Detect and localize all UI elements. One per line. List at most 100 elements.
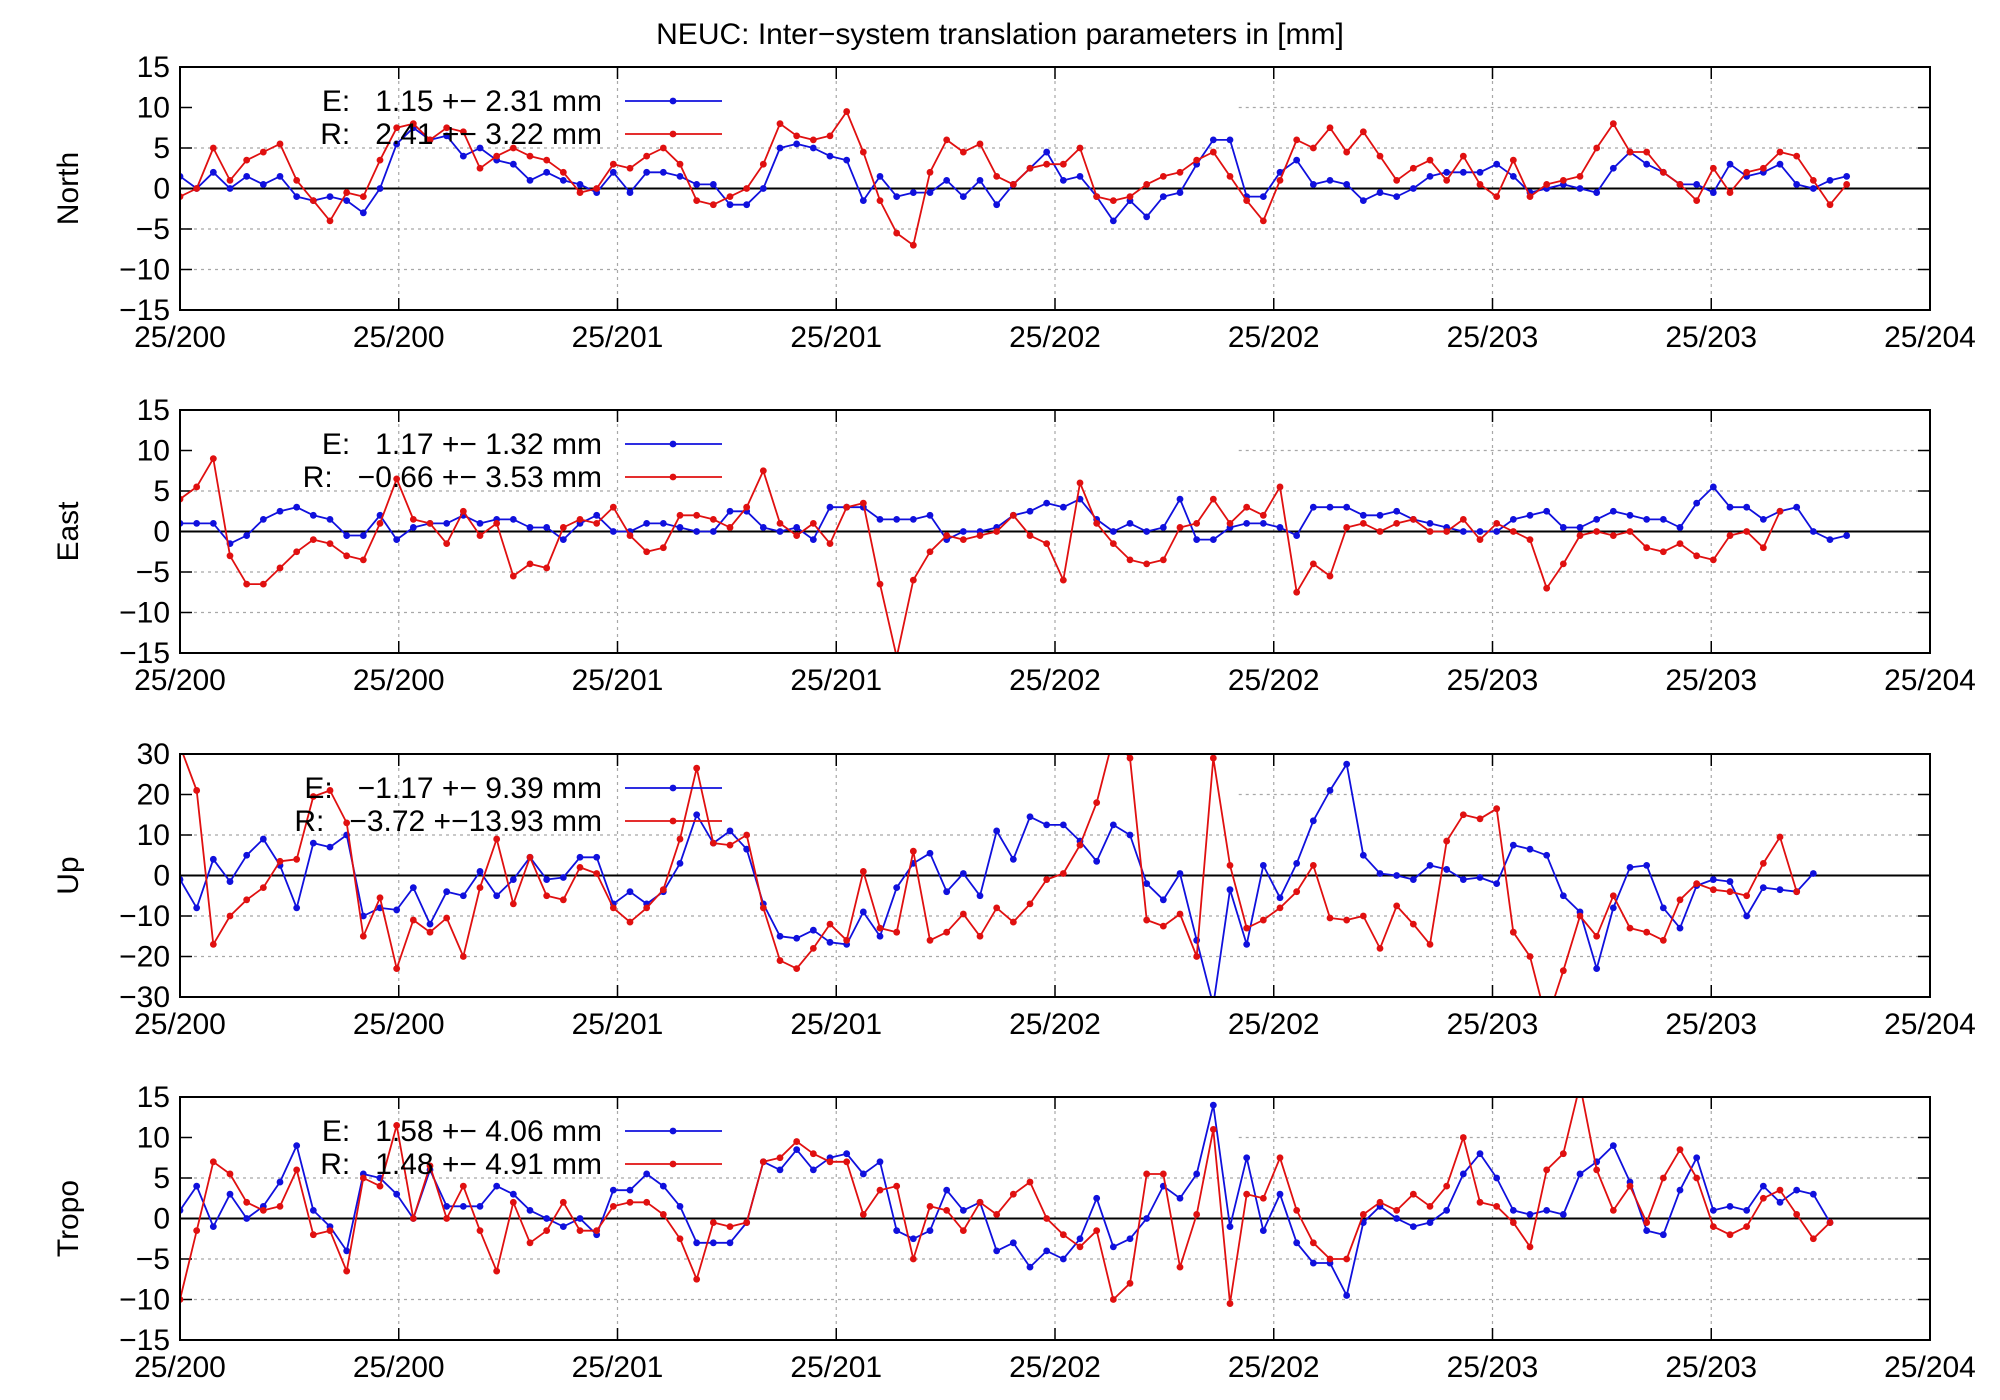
series-line-E <box>180 1104 1831 1297</box>
data-point-E <box>1793 503 1801 511</box>
data-point-E <box>859 1170 867 1178</box>
data-point-E <box>1576 1170 1584 1178</box>
data-point-R <box>726 524 734 531</box>
data-point-E <box>1109 821 1117 829</box>
data-point-R <box>1059 160 1067 168</box>
data-point-E <box>1126 831 1134 839</box>
plot-frame <box>179 66 1931 311</box>
data-point-E <box>193 904 201 912</box>
data-point-R <box>1026 164 1034 172</box>
data-point-E <box>543 1215 551 1222</box>
data-point-R <box>1409 164 1417 172</box>
data-point-R <box>859 148 867 156</box>
y-tick-label: 15 <box>137 394 170 427</box>
data-point-E <box>1459 876 1467 883</box>
data-point-E <box>326 515 334 523</box>
y-tick-label: −5 <box>136 1243 170 1276</box>
data-point-E <box>1276 524 1284 531</box>
data-point-E <box>1393 507 1401 515</box>
data-point-E <box>1243 1154 1251 1162</box>
data-point-R <box>293 177 301 184</box>
data-point-E <box>1593 515 1601 523</box>
data-point-R <box>1559 177 1567 184</box>
data-point-R <box>793 1138 801 1145</box>
data-point-R <box>393 1121 401 1129</box>
data-point-R <box>609 1202 617 1210</box>
data-point-E <box>609 1186 617 1194</box>
x-tick-label: 25/201 <box>790 664 882 697</box>
data-point-R <box>309 536 317 543</box>
data-point-R <box>826 1158 834 1166</box>
y-tick-label: −10 <box>119 597 170 630</box>
data-point-R <box>1343 916 1351 924</box>
data-point-R <box>643 152 651 160</box>
x-tick-label: 25/201 <box>572 1008 664 1041</box>
data-point-R <box>1659 1174 1667 1182</box>
plot-frame <box>179 409 1931 654</box>
data-point-R <box>243 896 251 904</box>
data-point-E <box>876 172 884 180</box>
data-point-R <box>1609 892 1617 900</box>
data-point-R <box>626 532 634 539</box>
data-point-R <box>1726 1231 1734 1239</box>
data-point-R <box>1543 1018 1550 1025</box>
data-point-R <box>743 1219 751 1226</box>
data-point-E <box>926 511 934 519</box>
data-point-E <box>1043 821 1051 829</box>
data-point-R <box>1676 896 1684 904</box>
data-point-E <box>443 888 451 896</box>
data-point-R <box>1076 841 1084 849</box>
x-tick-label: 25/203 <box>1447 1351 1539 1384</box>
data-point-R <box>676 835 684 843</box>
data-point-R <box>926 168 934 176</box>
data-point-E <box>476 1202 484 1210</box>
data-point-R <box>443 124 451 132</box>
data-point-R <box>193 185 201 192</box>
data-point-R <box>1509 156 1517 164</box>
data-point-E <box>559 874 567 881</box>
data-point-E <box>926 1227 934 1235</box>
y-tick-label: −15 <box>119 294 170 327</box>
data-point-E <box>526 177 534 184</box>
data-point-R <box>809 136 817 144</box>
data-point-R <box>393 124 401 132</box>
data-point-R <box>1626 528 1634 535</box>
data-point-E <box>543 524 551 531</box>
data-point-R <box>1276 483 1284 491</box>
data-point-E <box>1343 503 1351 511</box>
data-point-E <box>776 528 784 535</box>
data-point-E <box>1693 1154 1701 1162</box>
y-axis-label: East <box>52 501 85 562</box>
data-point-R <box>926 548 934 556</box>
data-point-E <box>876 1158 884 1166</box>
data-point-E <box>559 177 567 184</box>
y-tick-label: 30 <box>137 738 170 771</box>
data-point-E <box>826 503 834 511</box>
data-point-R <box>1826 1219 1834 1226</box>
data-point-E <box>1659 1231 1667 1239</box>
data-point-R <box>526 560 534 568</box>
data-point-R <box>1609 1207 1617 1214</box>
data-point-E <box>1709 1207 1717 1214</box>
data-point-R <box>526 1239 534 1247</box>
data-point-R <box>1026 532 1034 539</box>
y-tick-label: 20 <box>137 779 170 812</box>
data-point-R <box>893 1182 901 1190</box>
data-point-R <box>1426 528 1434 535</box>
data-point-R <box>476 884 484 892</box>
data-point-R <box>1376 528 1384 535</box>
x-tick-label: 25/202 <box>1009 321 1101 354</box>
data-point-E <box>459 152 467 160</box>
data-point-R <box>209 940 217 948</box>
data-point-E <box>526 524 534 531</box>
data-point-E <box>1276 1190 1284 1198</box>
legend-entry-R: R: −0.66 +− 3.53 mm <box>303 461 602 494</box>
data-point-R <box>643 904 651 912</box>
data-point-R <box>609 904 617 912</box>
data-point-E <box>693 811 701 819</box>
data-point-E <box>1526 845 1534 853</box>
data-point-R <box>376 520 384 527</box>
data-point-E <box>643 1170 651 1178</box>
data-point-E <box>1309 503 1317 511</box>
